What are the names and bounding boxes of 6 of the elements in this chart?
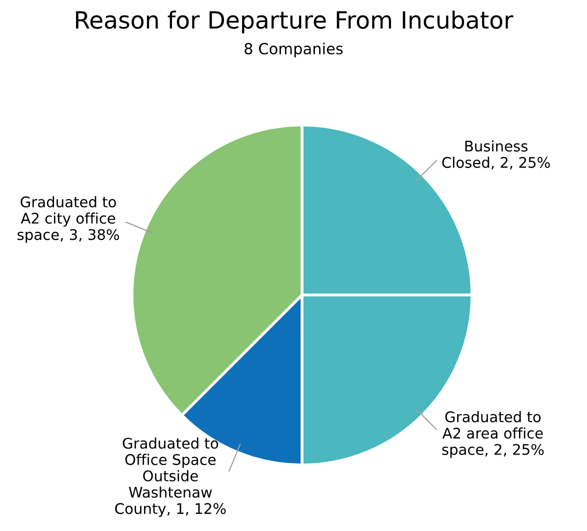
slice-label: Graduated to Office Space Outside Washtenaw County, 1, 12%: [115, 437, 226, 517]
chart-subtitle: 8 Companies: [244, 42, 343, 58]
slice-label: Graduated to A2 area office space, 2, 25%: [442, 411, 544, 458]
slice-label: Graduated to A2 city office space, 3, 38%: [18, 196, 120, 243]
slice-label: Business Closed, 2, 25%: [442, 140, 550, 170]
chart-title: Reason for Departure From Incubator: [76, 10, 514, 34]
